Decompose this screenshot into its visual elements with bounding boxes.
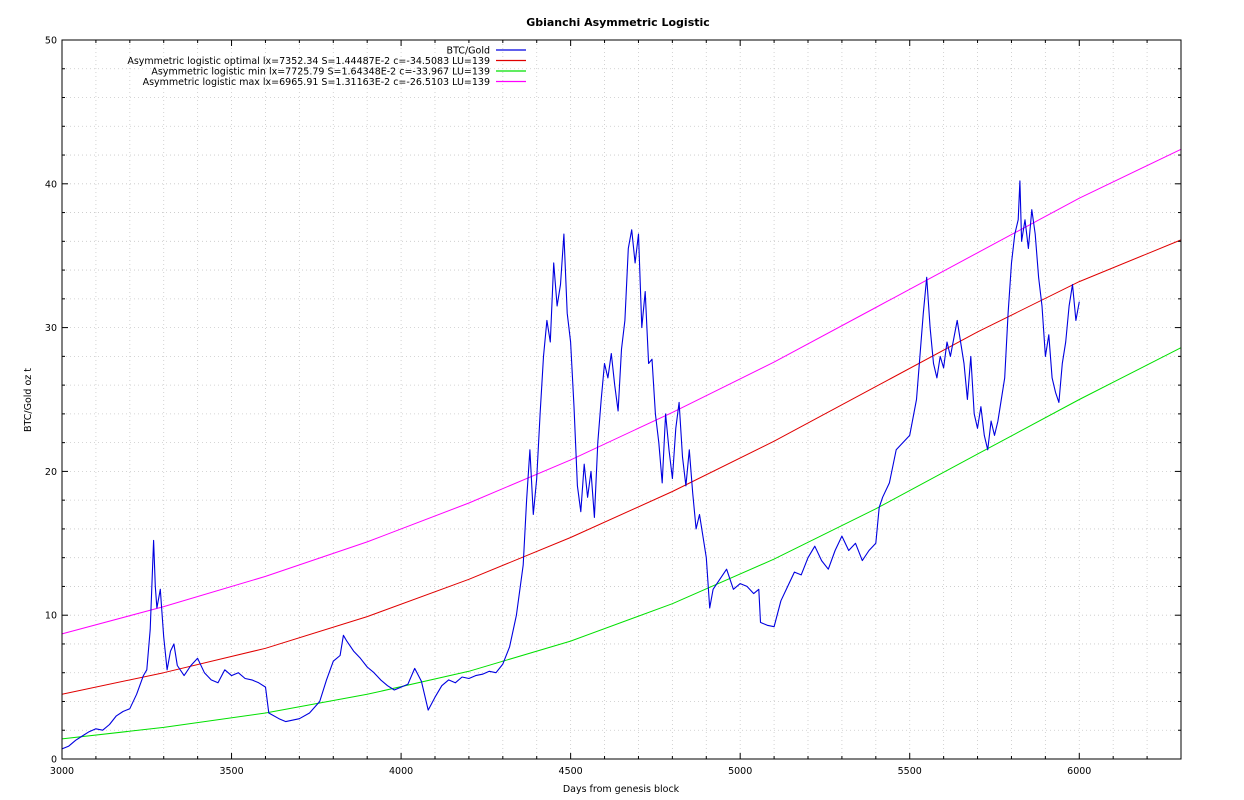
legend-label: Asymmetric logistic max lx=6965.91 S=1.3… bbox=[143, 77, 490, 88]
series-line-2 bbox=[61, 347, 1182, 740]
y-tick-label: 0 bbox=[51, 755, 57, 766]
chart-title: Gbianchi Asymmetric Logistic bbox=[526, 16, 710, 29]
legend-label: Asymmetric logistic optimal lx=7352.34 S… bbox=[127, 56, 490, 67]
plot-frame bbox=[61, 39, 1182, 760]
series-layer bbox=[61, 148, 1182, 750]
axis-ticks: 3000 3500 4000 4500 5000 5500 6000 0 10 20 30 40 50 bbox=[45, 36, 1182, 777]
legend-label: Asymmetric logistic min lx=7725.79 S=1.6… bbox=[151, 67, 490, 78]
x-tick-label: 5000 bbox=[728, 766, 752, 777]
y-tick-label: 50 bbox=[45, 36, 57, 47]
x-tick-label: 4500 bbox=[559, 766, 583, 777]
series-line-0 bbox=[61, 180, 1080, 750]
x-tick-label: 3000 bbox=[50, 766, 74, 777]
x-tick-label: 6000 bbox=[1067, 766, 1091, 777]
grid bbox=[62, 40, 1181, 759]
x-tick-label: 5500 bbox=[898, 766, 922, 777]
y-tick-label: 40 bbox=[45, 179, 57, 190]
y-tick-label: 30 bbox=[45, 323, 57, 334]
x-tick-label: 4000 bbox=[389, 766, 413, 777]
x-axis-label: Days from genesis block bbox=[563, 784, 680, 795]
series-line-1 bbox=[61, 239, 1182, 695]
series-line-3 bbox=[61, 148, 1182, 635]
x-tick-label: 3500 bbox=[219, 766, 243, 777]
legend-label: BTC/Gold bbox=[447, 46, 490, 57]
y-tick-label: 10 bbox=[45, 611, 57, 622]
y-axis-label: BTC/Gold oz t bbox=[23, 368, 34, 432]
y-tick-label: 20 bbox=[45, 467, 57, 478]
